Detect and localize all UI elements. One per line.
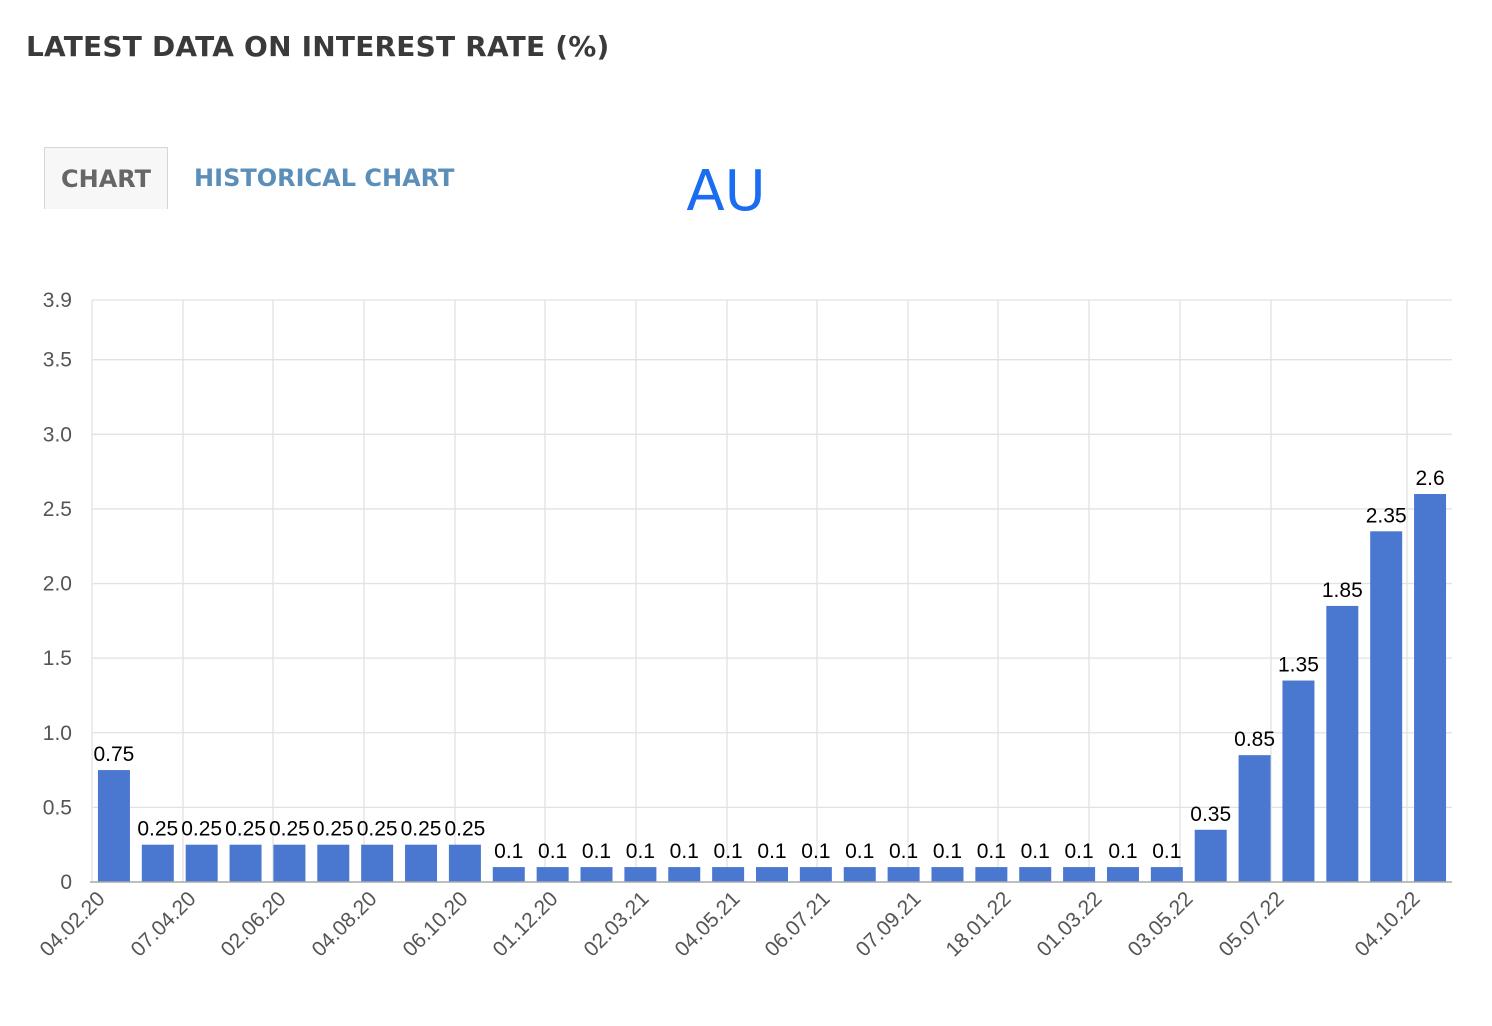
bar	[1370, 531, 1403, 882]
bar-value-label: 0.1	[889, 840, 918, 863]
bar	[317, 844, 350, 882]
bar-value-label: 0.25	[357, 818, 398, 841]
bar-value-label: 0.1	[1064, 840, 1093, 863]
y-tick-label: 3.0	[43, 423, 72, 446]
tab-chart[interactable]: CHART	[44, 147, 169, 209]
bar-value-label: 0.75	[93, 743, 134, 766]
bar	[229, 844, 262, 882]
bar	[97, 770, 130, 882]
bar	[712, 867, 745, 882]
bar	[1282, 680, 1315, 882]
bar-value-label: 0.25	[181, 818, 222, 841]
bar-value-label: 0.35	[1190, 803, 1231, 826]
bar-value-label: 0.1	[1021, 840, 1050, 863]
bar	[931, 867, 964, 882]
bar	[536, 867, 569, 882]
bar	[185, 844, 218, 882]
x-tick-label: 05.07.22	[1214, 887, 1288, 961]
x-tick-label: 01.03.22	[1032, 887, 1106, 961]
bar-value-label: 0.85	[1234, 728, 1275, 751]
x-tick-label: 18.01.22	[941, 887, 1015, 961]
bar-value-label: 0.25	[444, 818, 485, 841]
bar-value-label: 0.1	[626, 840, 655, 863]
y-tick-label: 0.5	[43, 796, 72, 819]
y-tick-label: 3.9	[43, 289, 72, 312]
bar-value-label: 0.1	[845, 840, 874, 863]
bar	[1414, 494, 1447, 882]
x-tick-label: 06.10.20	[398, 887, 472, 961]
bar-value-label: 0.25	[313, 818, 354, 841]
bar	[624, 867, 657, 882]
x-tick-label: 02.06.20	[216, 887, 290, 961]
bar-value-label: 2.6	[1415, 467, 1444, 490]
x-tick-label: 02.03.21	[579, 887, 653, 961]
bar	[1019, 867, 1052, 882]
bar	[1326, 605, 1359, 882]
bar-value-label: 0.1	[494, 840, 523, 863]
bar	[668, 867, 701, 882]
bar	[1238, 755, 1271, 882]
bar	[448, 844, 481, 882]
bar	[580, 867, 613, 882]
bar-value-label: 0.1	[757, 840, 786, 863]
bar-value-label: 0.25	[401, 818, 442, 841]
tab-historical-chart[interactable]: HISTORICAL CHART	[194, 164, 455, 192]
chart-tabs: CHART HISTORICAL CHART	[44, 147, 470, 209]
bar-value-label: 0.1	[538, 840, 567, 863]
bar	[1106, 867, 1139, 882]
page-title: LATEST DATA ON INTEREST RATE (%)	[26, 30, 610, 63]
bar	[492, 867, 525, 882]
bar-value-label: 0.1	[801, 840, 830, 863]
y-tick-label: 2.0	[43, 573, 72, 596]
bar	[799, 867, 832, 882]
x-tick-label: 03.05.22	[1123, 887, 1197, 961]
bar	[273, 844, 306, 882]
bar	[1150, 867, 1183, 882]
y-tick-label: 1.0	[43, 722, 72, 745]
y-tick-label: 3.5	[43, 349, 72, 372]
bar-value-label: 0.1	[714, 840, 743, 863]
bar-value-label: 0.1	[670, 840, 699, 863]
bar	[887, 867, 920, 882]
bar-value-label: 0.1	[1108, 840, 1137, 863]
x-tick-label: 04.10.22	[1350, 887, 1424, 961]
bar	[141, 844, 174, 882]
bar	[843, 867, 876, 882]
bar	[405, 844, 438, 882]
bar-value-label: 2.35	[1366, 504, 1407, 527]
bar-value-label: 0.25	[225, 818, 266, 841]
x-tick-label: 04.02.20	[35, 887, 109, 961]
chart-title: AU	[686, 159, 765, 224]
bar-value-label: 0.25	[269, 818, 310, 841]
bar-value-label: 0.1	[933, 840, 962, 863]
bar	[361, 844, 394, 882]
bar	[1194, 829, 1227, 882]
bar	[975, 867, 1008, 882]
x-tick-label: 06.07.21	[760, 887, 834, 961]
x-tick-label: 04.05.21	[670, 887, 744, 961]
x-tick-label: 01.12.20	[488, 887, 562, 961]
y-tick-label: 2.5	[43, 498, 72, 521]
bar-value-label: 1.85	[1322, 579, 1363, 602]
bar	[756, 867, 788, 882]
x-tick-label: 04.08.20	[307, 887, 381, 961]
y-tick-label: 1.5	[43, 647, 72, 670]
bar-value-label: 1.35	[1278, 654, 1319, 677]
bar-value-label: 0.1	[582, 840, 611, 863]
x-tick-label: 07.04.20	[126, 887, 200, 961]
bar-value-label: 0.25	[137, 818, 178, 841]
bar	[1063, 867, 1096, 882]
bar-value-label: 0.1	[1152, 840, 1181, 863]
bar-value-label: 0.1	[977, 840, 1006, 863]
x-tick-label: 07.09.21	[851, 887, 925, 961]
y-tick-label: 0	[60, 871, 72, 894]
